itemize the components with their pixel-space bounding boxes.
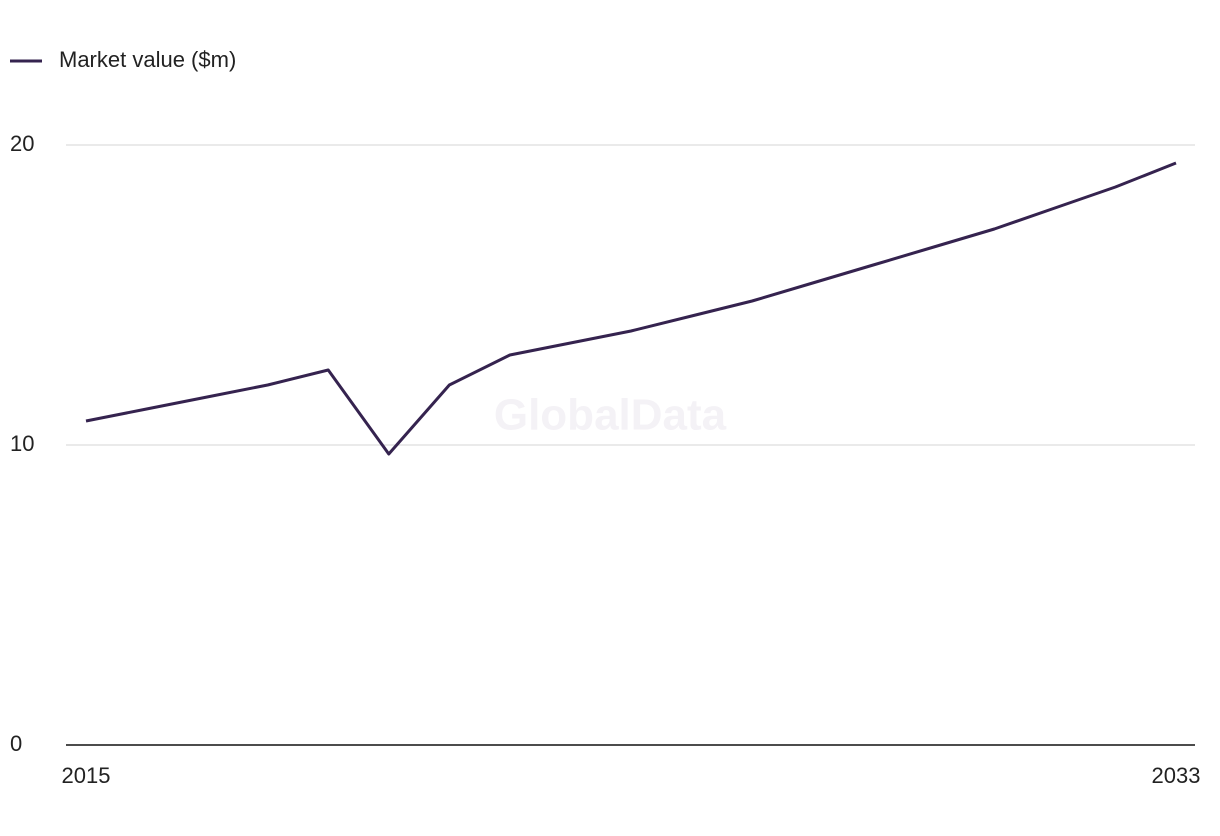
data-line: [85, 161, 1177, 456]
y-tick-label: 0: [10, 731, 22, 756]
y-tick-label: 10: [10, 431, 34, 456]
x-tick-label: 2015: [62, 763, 111, 788]
watermark: GlobalData: [494, 391, 727, 440]
x-tick-label: 2033: [1152, 763, 1201, 788]
legend-label: Market value ($m): [59, 47, 236, 72]
y-tick-label: 20: [10, 131, 34, 156]
